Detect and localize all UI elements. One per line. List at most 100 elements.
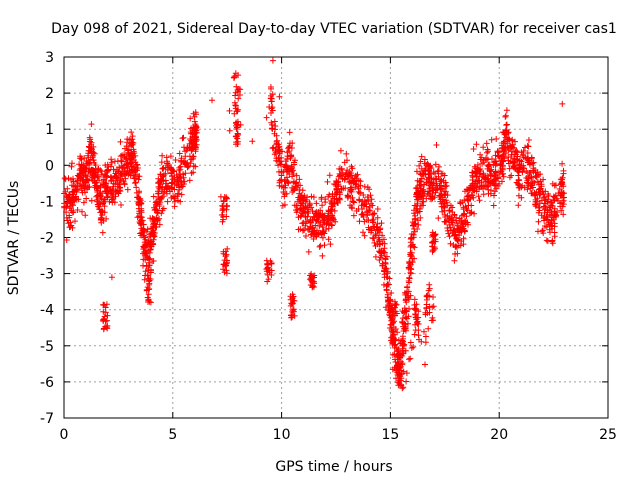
data-point [269,107,276,114]
data-point [160,205,167,212]
data-point [376,257,383,263]
data-point [474,165,480,172]
data-point [178,191,185,198]
x-tick-label: 20 [490,427,508,443]
data-point [467,195,474,202]
x-axis-title: GPS time / hours [275,459,392,475]
data-point [402,325,409,331]
data-point [147,269,154,276]
data-point [222,253,229,260]
data-point [286,144,292,151]
data-point [142,268,149,275]
data-point [269,125,276,132]
data-point [307,223,314,230]
data-point [399,361,406,368]
data-point [366,186,373,193]
data-point [70,194,76,201]
data-point [363,217,370,223]
data-point [319,234,326,241]
data-point [263,114,270,121]
data-point [420,181,427,188]
data-point [154,217,161,223]
data-point [412,221,419,228]
data-point [422,333,429,340]
data-point [349,165,356,172]
grid-lines [64,57,608,418]
data-point [510,163,517,170]
x-tick-label: 5 [168,427,177,443]
data-point [159,173,166,180]
data-point [451,257,458,264]
data-point [314,231,321,238]
data-point [515,176,522,183]
data-point [377,254,384,261]
data-point [350,180,357,187]
data-point [532,196,539,203]
data-point [98,168,105,175]
data-point [336,195,343,202]
data-point [223,213,230,220]
data-point [468,191,475,198]
data-point [314,227,320,234]
data-point [395,364,402,371]
data-point [351,199,357,206]
data-point [493,158,499,165]
data-point [402,307,409,314]
data-point [289,307,296,314]
data-point [313,200,320,207]
data-point [558,178,565,185]
data-point [460,211,467,218]
data-point [405,278,412,284]
data-point [412,321,419,328]
data-point [304,194,311,201]
data-point [551,205,558,212]
data-point [223,270,230,277]
data-point [390,309,397,316]
data-point [233,139,240,146]
data-point [506,136,513,143]
data-point [455,237,461,244]
data-point [407,292,414,299]
data-point [403,378,410,385]
data-point [484,149,490,156]
data-point [138,209,145,216]
x-tick-label: 25 [599,427,617,443]
data-point [398,375,405,382]
data-point [381,274,388,281]
data-point [172,193,179,200]
data-point [487,173,494,180]
data-point [403,370,410,377]
data-point [77,153,84,160]
data-point [310,194,317,201]
data-point [480,182,487,189]
data-point [288,312,295,318]
data-point [187,130,194,137]
data-point [234,130,241,137]
data-point [156,215,163,222]
data-point [560,211,567,218]
data-point [560,170,567,177]
data-point [136,173,143,180]
data-point [456,215,463,222]
data-point [384,268,391,275]
data-point [557,181,564,187]
data-point [162,170,169,177]
data-point [400,338,407,345]
data-point [329,215,335,222]
data-point [505,157,512,164]
data-point [84,176,91,183]
data-point [555,190,562,197]
data-point [160,165,166,172]
data-point [417,178,424,185]
data-point [518,158,525,165]
data-point [319,252,326,259]
data-point [99,171,105,178]
data-point [443,197,450,204]
data-point [473,141,480,148]
data-point [108,274,115,281]
data-point [369,211,376,218]
data-point [348,172,355,179]
data-point [325,216,332,223]
y-tick-label: -7 [40,411,54,427]
data-point [499,162,506,169]
